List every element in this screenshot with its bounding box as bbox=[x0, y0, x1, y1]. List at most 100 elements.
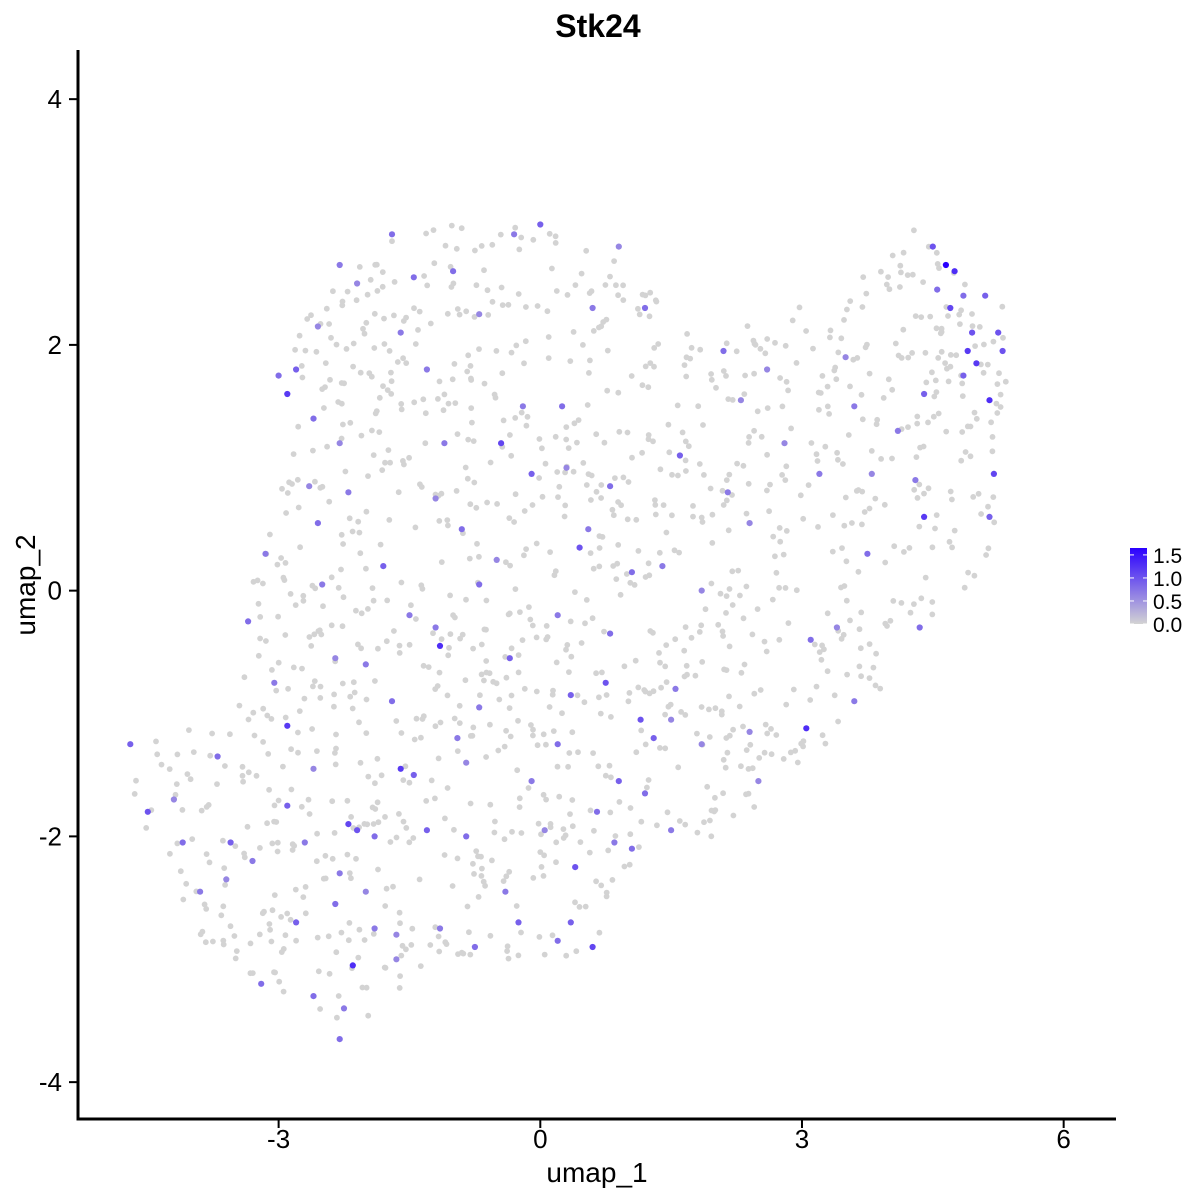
background-cell-point bbox=[274, 839, 281, 846]
y-tick-label: 2 bbox=[48, 330, 62, 360]
background-cell-point bbox=[580, 460, 587, 466]
background-cell-point bbox=[239, 772, 246, 779]
background-cell-point bbox=[757, 345, 764, 352]
background-cell-point bbox=[257, 635, 263, 642]
cell-point bbox=[951, 268, 958, 275]
background-cell-point bbox=[831, 367, 838, 374]
background-cell-point bbox=[959, 429, 966, 435]
background-cell-point bbox=[355, 518, 362, 525]
background-cell-point bbox=[153, 738, 159, 745]
background-cell-point bbox=[543, 623, 550, 629]
background-cell-point bbox=[697, 346, 704, 353]
background-cell-point bbox=[251, 732, 258, 739]
background-cell-point bbox=[275, 613, 281, 620]
background-cell-point bbox=[767, 481, 773, 488]
background-cell-point bbox=[580, 342, 586, 348]
background-cell-point bbox=[609, 506, 616, 513]
cell-point bbox=[336, 1036, 343, 1043]
legend-tick-label: 0.5 bbox=[1153, 591, 1182, 614]
background-cell-point bbox=[985, 503, 991, 510]
cell-point bbox=[345, 821, 352, 828]
background-cell-point bbox=[794, 759, 801, 766]
background-cell-point bbox=[382, 814, 388, 820]
background-cell-point bbox=[664, 809, 671, 816]
background-cell-point bbox=[723, 373, 729, 379]
background-cell-point bbox=[280, 763, 286, 770]
background-cell-point bbox=[220, 837, 226, 844]
background-cell-point bbox=[403, 825, 410, 831]
background-cell-point bbox=[265, 751, 272, 757]
background-cell-point bbox=[723, 593, 730, 599]
background-cell-point bbox=[749, 765, 756, 772]
background-cell-point bbox=[994, 381, 1001, 387]
cell-point bbox=[720, 347, 727, 355]
background-cell-point bbox=[715, 621, 722, 628]
background-cell-point bbox=[808, 440, 815, 446]
background-cell-point bbox=[281, 577, 288, 583]
background-cell-point bbox=[540, 731, 547, 738]
background-cell-point bbox=[708, 376, 715, 383]
y-tick-label: -2 bbox=[39, 821, 62, 851]
background-cell-point bbox=[360, 325, 366, 332]
background-cell-point bbox=[333, 731, 339, 738]
background-cell-point bbox=[474, 540, 480, 547]
cell-point bbox=[284, 722, 291, 729]
background-cell-point bbox=[372, 806, 379, 812]
background-cell-point bbox=[356, 719, 362, 726]
background-cell-point bbox=[906, 545, 913, 551]
background-cell-point bbox=[317, 695, 324, 701]
background-cell-point bbox=[803, 328, 809, 334]
background-cell-point bbox=[990, 338, 997, 345]
y-tick-label: 0 bbox=[48, 576, 62, 606]
background-cell-point bbox=[824, 610, 831, 617]
cell-point bbox=[310, 415, 317, 422]
background-cell-point bbox=[395, 489, 402, 496]
background-cell-point bbox=[937, 330, 944, 337]
background-cell-point bbox=[396, 650, 403, 656]
background-cell-point bbox=[535, 820, 542, 827]
background-cell-point bbox=[273, 687, 280, 694]
background-cell-point bbox=[438, 490, 445, 497]
background-cell-point bbox=[508, 645, 515, 652]
background-cell-point bbox=[572, 282, 579, 288]
background-cell-point bbox=[551, 572, 558, 579]
background-cell-point bbox=[567, 811, 573, 817]
cell-point bbox=[258, 980, 265, 987]
background-cell-point bbox=[571, 420, 578, 427]
background-cell-point bbox=[922, 574, 929, 581]
background-cell-point bbox=[827, 334, 833, 341]
background-cell-point bbox=[322, 360, 329, 366]
background-cell-point bbox=[793, 360, 800, 366]
background-cell-point bbox=[131, 791, 138, 797]
background-cell-point bbox=[663, 679, 670, 685]
background-cell-point bbox=[572, 589, 578, 595]
background-cell-point bbox=[232, 843, 239, 849]
background-cell-point bbox=[260, 580, 266, 587]
cell-point bbox=[510, 231, 518, 238]
background-cell-point bbox=[292, 886, 299, 893]
background-cell-point bbox=[378, 772, 385, 779]
background-cell-point bbox=[550, 728, 557, 734]
background-cell-point bbox=[695, 403, 702, 410]
cell-point bbox=[567, 692, 574, 699]
background-cell-point bbox=[470, 645, 476, 652]
background-cell-point bbox=[843, 558, 850, 565]
background-cell-point bbox=[729, 397, 736, 403]
background-cell-point bbox=[347, 693, 354, 700]
background-cell-point bbox=[363, 565, 369, 572]
background-cell-point bbox=[274, 848, 281, 855]
background-cell-point bbox=[690, 503, 696, 509]
background-cell-point bbox=[372, 678, 378, 684]
cell-point bbox=[498, 440, 505, 447]
background-cell-point bbox=[975, 490, 982, 497]
cell-point bbox=[463, 833, 470, 840]
background-cell-point bbox=[448, 222, 455, 229]
background-cell-point bbox=[743, 583, 750, 590]
background-cell-point bbox=[509, 828, 515, 835]
background-cell-point bbox=[464, 475, 471, 482]
background-cell-point bbox=[390, 883, 396, 890]
background-cell-point bbox=[271, 818, 277, 825]
background-cell-point bbox=[770, 533, 777, 540]
cell-point bbox=[506, 655, 513, 662]
background-cell-point bbox=[738, 763, 744, 770]
